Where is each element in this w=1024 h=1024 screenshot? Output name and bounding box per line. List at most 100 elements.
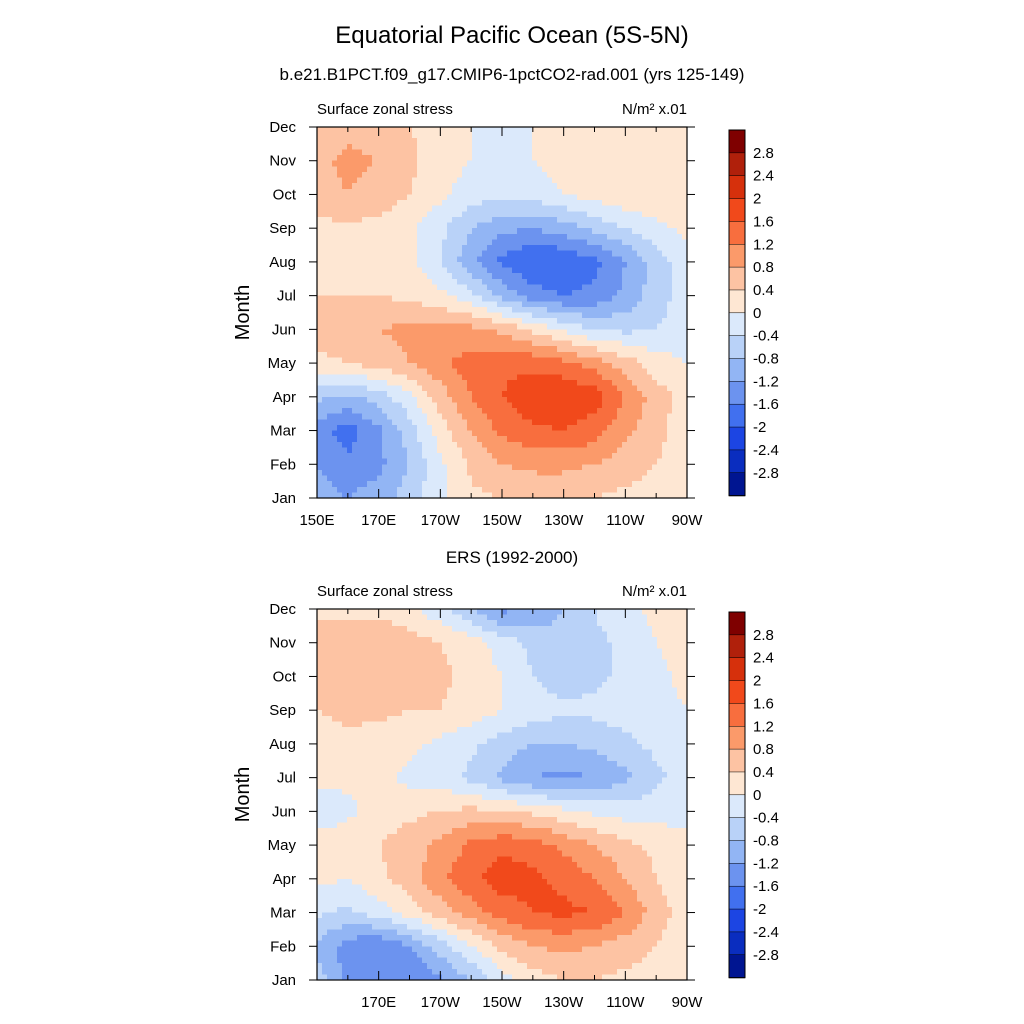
panel1-cell	[482, 290, 488, 297]
panel1-cell	[672, 430, 678, 437]
panel1-cell	[527, 183, 533, 190]
panel1-cell	[417, 413, 423, 420]
panel1-cell	[442, 205, 448, 212]
panel1-cell	[562, 441, 568, 449]
panel1-cell	[432, 160, 438, 167]
panel1-cell	[517, 127, 523, 134]
panel1-cell	[482, 385, 488, 392]
panel1-cell	[477, 374, 483, 381]
panel1-cell	[452, 273, 458, 280]
panel1-cell	[557, 486, 563, 493]
panel1-cell	[372, 261, 378, 269]
panel1-colorbar-swatch	[728, 426, 746, 451]
panel1-cell	[512, 295, 518, 302]
panel1-cell	[617, 334, 623, 342]
panel1-cell	[497, 138, 503, 145]
panel1-cell	[467, 318, 473, 325]
panel1-cell	[477, 464, 483, 471]
panel1-cell	[587, 233, 593, 241]
panel1-cell	[612, 402, 618, 409]
panel1-cell	[327, 306, 333, 314]
panel1-cell	[467, 323, 473, 330]
panel1-cell	[332, 306, 338, 314]
panel1-cell	[612, 346, 618, 353]
panel1-cell	[672, 363, 678, 370]
panel1-cell	[662, 250, 668, 257]
panel1-cell	[602, 250, 608, 257]
panel1-cell	[652, 222, 658, 229]
panel1-cell	[342, 127, 348, 134]
panel1-cell	[402, 486, 408, 493]
panel1-cell	[412, 188, 418, 196]
panel1-cell	[557, 132, 563, 139]
panel1-cell	[647, 216, 653, 224]
panel1-cell	[322, 222, 328, 229]
panel1-cell	[382, 340, 388, 347]
panel1-cell	[412, 340, 418, 347]
panel1-cell	[627, 329, 633, 336]
panel1-cell	[457, 385, 463, 392]
panel1-cell	[422, 160, 428, 167]
panel1-cell	[332, 127, 338, 134]
panel1-cell	[387, 188, 393, 196]
panel1-cell	[592, 143, 598, 151]
panel1-cell	[372, 424, 378, 432]
panel1-cell	[592, 379, 598, 387]
panel1-cell	[667, 183, 673, 190]
panel1-cell	[417, 194, 423, 201]
panel1-cell	[502, 278, 508, 285]
panel1-cell	[432, 475, 438, 482]
panel1-cell	[512, 301, 518, 308]
panel1-cell	[372, 166, 378, 173]
panel1-cell	[437, 486, 443, 493]
panel1-cell	[382, 267, 388, 274]
panel1-cell	[452, 200, 458, 207]
panel1-cell	[367, 486, 373, 493]
panel1-cell	[562, 391, 568, 398]
panel1-cell	[412, 306, 418, 314]
panel1-cell	[522, 171, 528, 179]
panel1-cell	[367, 385, 373, 392]
panel1-cell	[417, 374, 423, 381]
panel1-cell	[337, 171, 343, 179]
panel1-cell	[347, 475, 353, 482]
panel1-cell	[677, 408, 683, 415]
panel1-cell	[662, 363, 668, 370]
panel1-cell	[627, 261, 633, 269]
panel1-cell	[412, 200, 418, 207]
panel1-cell	[567, 127, 573, 134]
panel1-cell	[552, 295, 558, 302]
panel1-cell	[647, 363, 653, 370]
panel1-cell	[332, 312, 338, 319]
panel1-cell	[672, 194, 678, 201]
panel1-cell	[657, 413, 663, 420]
panel1-cell	[332, 228, 338, 235]
panel1-cell	[407, 138, 413, 145]
panel1-cell	[392, 127, 398, 134]
panel1-cell	[412, 312, 418, 319]
panel1-cell	[382, 200, 388, 207]
panel1-cell	[572, 278, 578, 285]
panel1-cell	[657, 132, 663, 139]
panel1-cell	[647, 312, 653, 319]
panel1-cell	[352, 149, 358, 156]
panel1-cell	[677, 464, 683, 471]
panel1-cell	[482, 419, 488, 426]
panel1-cell	[382, 391, 388, 398]
panel1-cell	[452, 408, 458, 415]
panel1-cell	[402, 132, 408, 139]
panel1-cell	[517, 312, 523, 319]
panel1-cell	[402, 245, 408, 252]
panel1-cell	[577, 160, 583, 167]
panel1-cell	[552, 469, 558, 477]
panel1-cell	[582, 138, 588, 145]
panel1-cell	[437, 127, 443, 134]
panel1-cell	[387, 486, 393, 493]
panel1-cell	[542, 363, 548, 370]
panel1-cell	[612, 194, 618, 201]
panel1-cell	[527, 346, 533, 353]
panel1-cell	[642, 127, 648, 134]
panel1-cell	[677, 458, 683, 465]
panel1-cell	[397, 256, 403, 263]
panel1-cell	[562, 267, 568, 274]
